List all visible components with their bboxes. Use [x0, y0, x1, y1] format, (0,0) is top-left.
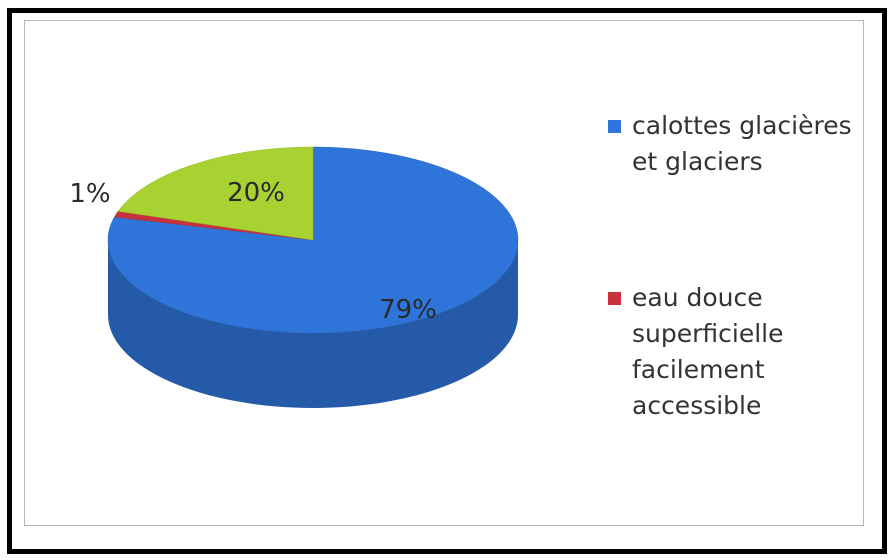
data-label-third-slice: 20%: [227, 178, 285, 208]
legend-label-eau-douce: eau douce superficielle facilement acces…: [632, 283, 784, 420]
pie-slice-third-slice: [117, 146, 314, 241]
legend: calottes glacières et glaciers eau douce…: [604, 108, 884, 424]
legend-swatch-eau-douce: [608, 292, 621, 305]
legend-item-calottes: calottes glacières et glaciers: [604, 108, 884, 180]
legend-item-eau-douce: eau douce superficielle facilement acces…: [604, 280, 884, 424]
data-label-calottes: 79%: [379, 295, 437, 325]
legend-label-calottes: calottes glacières et glaciers: [632, 111, 852, 176]
data-label-eau-douce: 1%: [69, 179, 110, 209]
pie-side-calottes: [108, 240, 518, 408]
legend-swatch-calottes: [608, 120, 621, 133]
